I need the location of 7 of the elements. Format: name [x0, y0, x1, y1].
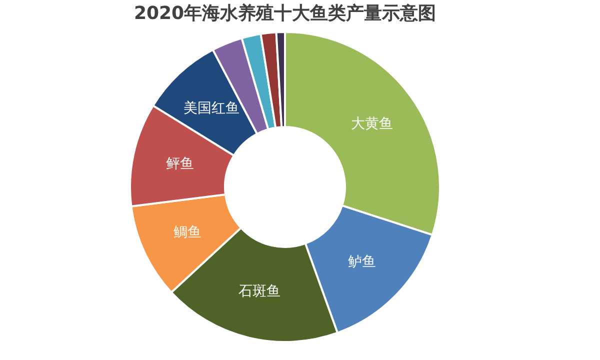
slice-label: 鲷鱼	[174, 224, 202, 240]
slice-label: 大黄鱼	[350, 116, 393, 132]
slice-label: 鲆鱼	[166, 156, 194, 172]
chart-title: 2020年海水养殖十大鱼类产量示意图	[134, 3, 436, 24]
slice-label: 鲈鱼	[348, 254, 376, 270]
slice-label: 美国红鱼	[184, 100, 240, 116]
slice-label: 石斑鱼	[238, 283, 281, 300]
